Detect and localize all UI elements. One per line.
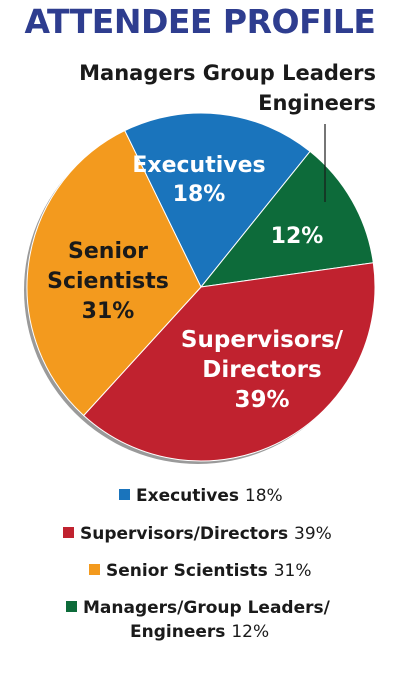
legend-pct-supervisors: 39% [294, 524, 332, 544]
legend-item-managers-line2: Engineers 12% [130, 620, 269, 644]
legend-swatch-managers [66, 601, 77, 612]
managers-callout: Managers Group Leaders Engineers [56, 58, 376, 118]
slice-label-line: 39% [234, 387, 289, 413]
legend-pct-executives: 18% [244, 486, 283, 506]
slice-label-line: 31% [82, 299, 135, 324]
legend-label-executives: Executives [136, 486, 239, 506]
slice-label-line: Directors [202, 357, 321, 383]
legend-swatch-senior-scientists [89, 564, 100, 575]
chart-title: ATTENDEE PROFILE [24, 2, 376, 41]
slice-label-line: Scientists [47, 269, 169, 294]
slice-label-line: 18% [173, 182, 226, 207]
pie-slice-managers [199, 150, 374, 288]
slice-label-line: Senior [68, 239, 148, 264]
legend-item-managers: Managers/Group Leaders/ [66, 596, 330, 620]
pie-slice-supervisors [82, 262, 376, 462]
legend-pct-managers: 12% [231, 622, 270, 642]
legend-item-supervisors: Supervisors/Directors 39% [63, 522, 332, 546]
slice-label-senior-scientists: Senior Scientists 31% [47, 239, 169, 324]
pie-slice-executives [124, 112, 311, 288]
legend-label-supervisors: Supervisors/Directors [80, 524, 289, 544]
callout-line-2: Engineers [258, 91, 376, 115]
legend-item-senior-scientists: Senior Scientists 31% [89, 559, 312, 583]
slice-label-line: 12% [271, 224, 324, 249]
slice-label-supervisors: Supervisors/Directors 39% [181, 327, 344, 413]
legend-pct-senior-scientists: 31% [273, 561, 312, 581]
slice-label-line: Supervisors/ [181, 327, 344, 353]
pie-slice-senior-scientists [26, 129, 202, 417]
legend-label-managers-line2: Engineers [130, 622, 226, 642]
slice-label-line: Executives [132, 153, 265, 178]
legend-item-executives: Executives 18% [119, 484, 283, 508]
callout-line-1: Managers Group Leaders [79, 61, 376, 85]
legend-swatch-executives [119, 489, 130, 500]
slice-label-managers: 12% [271, 224, 324, 249]
legend-label-managers: Managers/Group Leaders/ [83, 598, 330, 618]
legend-swatch-supervisors [63, 527, 74, 538]
legend-label-senior-scientists: Senior Scientists [106, 561, 268, 581]
slice-label-executives: Executives 18% [132, 153, 265, 207]
